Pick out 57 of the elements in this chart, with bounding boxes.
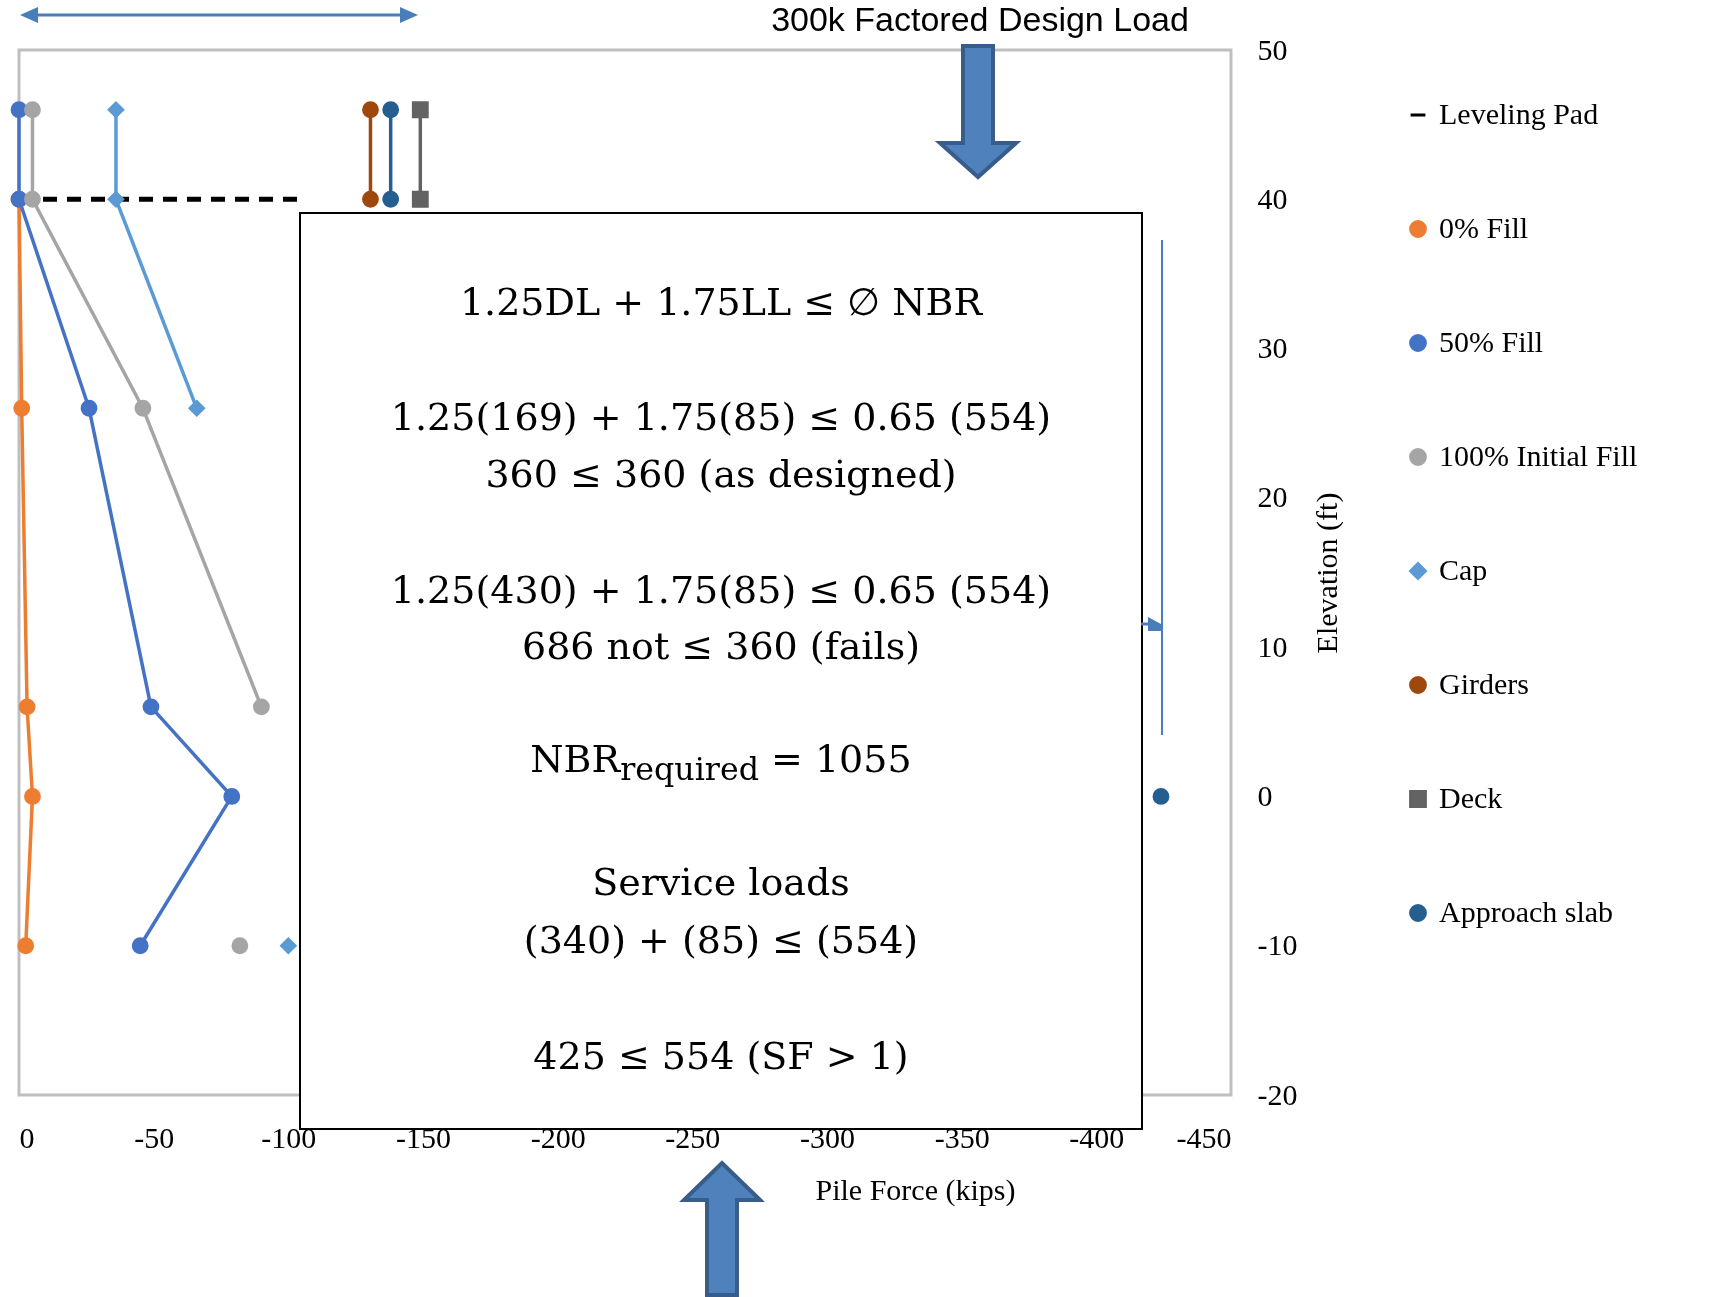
point [223,788,241,805]
legend-label: Approach slab [1439,895,1614,928]
point [362,190,379,208]
point [134,399,152,417]
point [80,399,98,417]
x-tick-label: -450 [1176,1120,1232,1154]
y-tick-label: 20 [1257,480,1288,514]
annotation: 1.25(169) + 1.75(85) ≤ 0.65 (554) [389,395,1053,439]
legend-label: Leveling Pad [1439,97,1599,130]
annotation: 1.25(430) + 1.75(85) ≤ 0.65 (554) [389,568,1053,612]
text: 300k Factored Design Load [771,0,1189,38]
annotation: 686 not ≤ 360 (fails) [521,624,921,668]
point [382,190,400,208]
point [107,101,125,119]
y-tick-label: -10 [1257,928,1298,962]
legend-label: 50% Fill [1439,325,1544,358]
annotation: (340) + (85) ≤ (554) [522,918,920,962]
annotation: NBR$_{required}$ = 1055 [529,736,913,788]
point [411,101,429,119]
point [279,937,297,955]
y-axis-title: Elevation (ft) [1310,492,1345,654]
x-tick-label: -50 [134,1120,175,1154]
y-tick-label: 30 [1257,331,1288,365]
annotation: 360 ≤ 360 (as designed) [484,452,958,496]
y-tick-label: 0 [1257,778,1273,812]
y-tick-label: 50 [1257,32,1288,66]
legend-label: Girders [1439,667,1529,700]
x-axis-title: Pile Force (kips) [815,1172,1016,1207]
point [1152,788,1170,805]
legend-label: Deck [1439,781,1503,814]
point [131,937,149,955]
x-tick-label: -100 [261,1120,317,1154]
point [18,698,36,716]
point [107,190,125,208]
legend-label: 0% Fill [1439,211,1529,244]
legend-label: Cap [1439,553,1488,586]
point [252,698,270,716]
annotation: 1.25DL + 1.75LL ≤ ∅ NBR [458,280,984,324]
point [17,937,35,955]
y-tick-label: 40 [1257,181,1288,215]
annotation: 425 ≤ 554 (SF > 1) [532,1034,910,1078]
point [188,399,206,417]
y-tick-label: 10 [1257,629,1288,663]
x-tick-label: -400 [1069,1120,1125,1154]
point [24,101,41,119]
point [362,101,379,119]
point [142,698,160,716]
point [24,190,41,208]
point [411,190,429,208]
legend-label: 100% Initial Fill [1439,439,1638,472]
annotation: Service loads [591,860,851,904]
point [382,101,400,119]
point [24,788,41,805]
point [231,937,249,955]
x-tick-label: 0 [19,1120,35,1154]
y-tick-label: -20 [1257,1077,1298,1111]
point [13,399,31,417]
